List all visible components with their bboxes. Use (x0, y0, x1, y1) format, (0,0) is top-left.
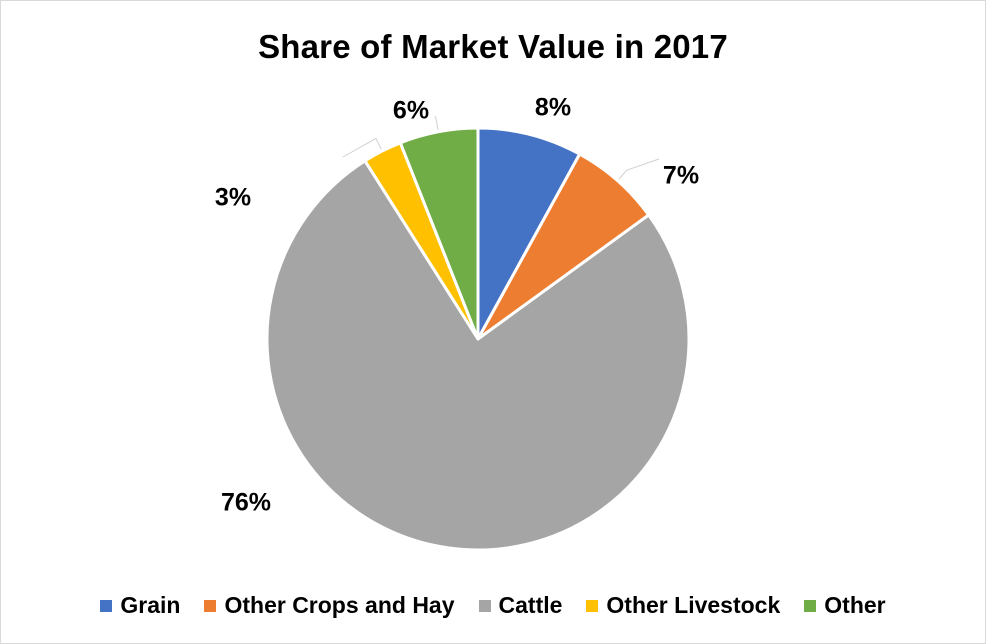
legend-label: Other Livestock (606, 592, 781, 618)
legend-swatch (586, 599, 599, 612)
data-label-other-livestock: 3% (215, 184, 251, 212)
legend-swatch (804, 599, 817, 612)
leader-line-other-crops-and-hay (618, 158, 660, 180)
data-label-grain: 8% (535, 94, 571, 122)
legend-item-other-crops-and-hay: Other Crops and Hay (204, 592, 455, 619)
leader-line-other-livestock (342, 137, 382, 158)
legend-item-other: Other (804, 592, 886, 619)
chart-legend: Grain Other Crops and Hay Cattle Other Live… (1, 592, 985, 619)
leader-line-other (434, 115, 439, 130)
data-label-other: 6% (393, 97, 429, 125)
legend-swatch (478, 599, 491, 612)
legend-label: Grain (120, 592, 181, 618)
data-label-cattle: 76% (221, 489, 271, 517)
data-label-other-crops-and-hay: 7% (663, 162, 699, 190)
pie-slice-cattle (265, 159, 691, 552)
legend-item-grain: Grain (100, 592, 180, 619)
pie-slice-other (398, 126, 480, 341)
data-labels: 8% 7% 76% 3% 6% (215, 94, 699, 517)
legend-item-cattle: Cattle (478, 592, 563, 619)
legend-swatch (204, 599, 217, 612)
legend-item-other-livestock: Other Livestock (586, 592, 780, 619)
pie-slices (265, 126, 691, 552)
legend-label: Other Crops and Hay (224, 592, 455, 618)
legend-label: Cattle (498, 592, 563, 618)
pie-slice-grain (476, 126, 582, 341)
leader-lines (342, 115, 660, 180)
legend-label: Other (824, 592, 886, 618)
legend-swatch (100, 599, 113, 612)
chart-title: Share of Market Value in 2017 (258, 28, 728, 65)
